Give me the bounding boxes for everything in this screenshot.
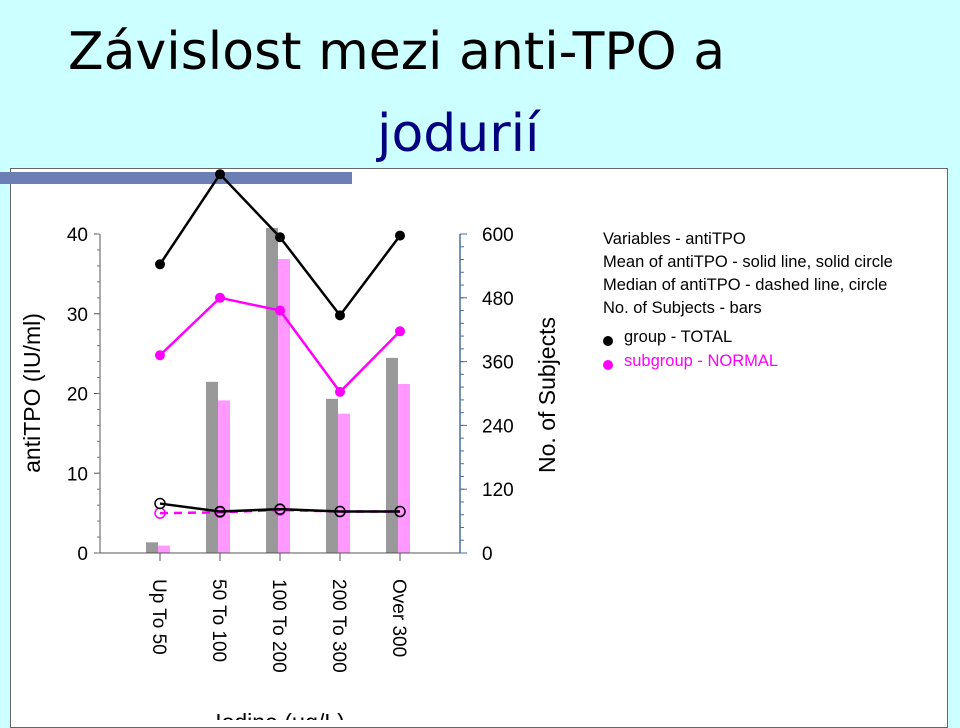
mean-point-total-0 bbox=[155, 259, 165, 270]
legend-entry-label: subgroup - NORMAL bbox=[624, 352, 778, 370]
median-point-total-3 bbox=[334, 505, 346, 518]
legend-marker bbox=[603, 336, 613, 346]
median-point-total-0 bbox=[154, 497, 166, 510]
y-axis-title: antiTPO (IU/ml) bbox=[19, 313, 45, 473]
x-tick-label: 200 To 300 bbox=[328, 579, 349, 673]
median-point-total-1 bbox=[214, 505, 226, 518]
median-point-total-2 bbox=[274, 503, 286, 515]
median-point-total-4 bbox=[394, 505, 406, 518]
median-line-total bbox=[159, 502, 400, 513]
mean-point-normal-0 bbox=[155, 350, 165, 361]
bar-total-1 bbox=[206, 381, 218, 553]
x-tick-label: Up To 50 bbox=[148, 579, 169, 655]
mean-point-total-4 bbox=[395, 230, 405, 241]
title-line-1: Závislost mezi anti-TPO a bbox=[68, 22, 726, 82]
title-accent-bar bbox=[0, 172, 352, 184]
mean-point-normal-3 bbox=[335, 386, 345, 397]
bar-total-3 bbox=[326, 398, 338, 553]
legend: Variables - antiTPO Mean of antiTPO - sol… bbox=[603, 230, 893, 370]
y-tick-label: 20 bbox=[67, 385, 88, 406]
legend-marker bbox=[603, 360, 613, 370]
y-tick-label: 30 bbox=[67, 305, 88, 326]
y2-tick-label: 480 bbox=[482, 289, 514, 310]
axis-text: 0 10 20 30 40 0 120 240 360 480 600 Up To 50 50 To 1… bbox=[19, 225, 560, 720]
mean-point-normal-4 bbox=[395, 326, 405, 337]
y-tick-label: 0 bbox=[77, 544, 88, 565]
bar-normal-4 bbox=[398, 383, 410, 553]
legend-text-line: Median of antiTPO - dashed line, circle bbox=[603, 276, 887, 294]
bar-total-0 bbox=[146, 542, 158, 553]
mean-point-total-1 bbox=[215, 169, 225, 180]
axes bbox=[94, 233, 467, 561]
y2-tick-label: 360 bbox=[482, 353, 514, 374]
bar-normal-2 bbox=[278, 258, 290, 553]
y-tick-label: 40 bbox=[67, 225, 88, 246]
mean-point-normal-1 bbox=[215, 292, 225, 303]
bar-total-2 bbox=[266, 228, 278, 553]
y2-tick-label: 120 bbox=[482, 480, 514, 501]
bar-normal-1 bbox=[218, 400, 230, 553]
legend-text-line: No. of Subjects - bars bbox=[603, 299, 762, 317]
legend-text-line: Mean of antiTPO - solid line, solid circ… bbox=[603, 253, 893, 271]
title-line-2: jodurií bbox=[377, 104, 540, 164]
x-tick-label: 100 To 200 bbox=[268, 579, 289, 673]
bar-total-4 bbox=[386, 357, 398, 553]
mean-point-total-2 bbox=[275, 232, 285, 243]
y2-tick-label: 240 bbox=[482, 416, 514, 437]
mean-point-total-3 bbox=[335, 310, 345, 321]
mean-point-normal-2 bbox=[275, 305, 285, 316]
bar-normal-0 bbox=[158, 545, 170, 553]
legend-entry-label: group - TOTAL bbox=[624, 328, 732, 346]
x-axis-title: Iodine (μg/L) bbox=[215, 709, 345, 720]
x-tick-label: Over 300 bbox=[388, 579, 409, 657]
x-tick-label: 50 To 100 bbox=[208, 579, 229, 662]
bar-normal-3 bbox=[338, 413, 350, 553]
legend-text-line: Variables - antiTPO bbox=[603, 230, 746, 248]
y-tick-label: 10 bbox=[67, 464, 88, 485]
y2-tick-label: 600 bbox=[482, 225, 514, 246]
chart-frame bbox=[10, 168, 948, 728]
series-lines bbox=[154, 169, 406, 519]
y2-axis-title: No. of Subjects bbox=[534, 317, 560, 473]
y2-tick-label: 0 bbox=[482, 544, 493, 565]
